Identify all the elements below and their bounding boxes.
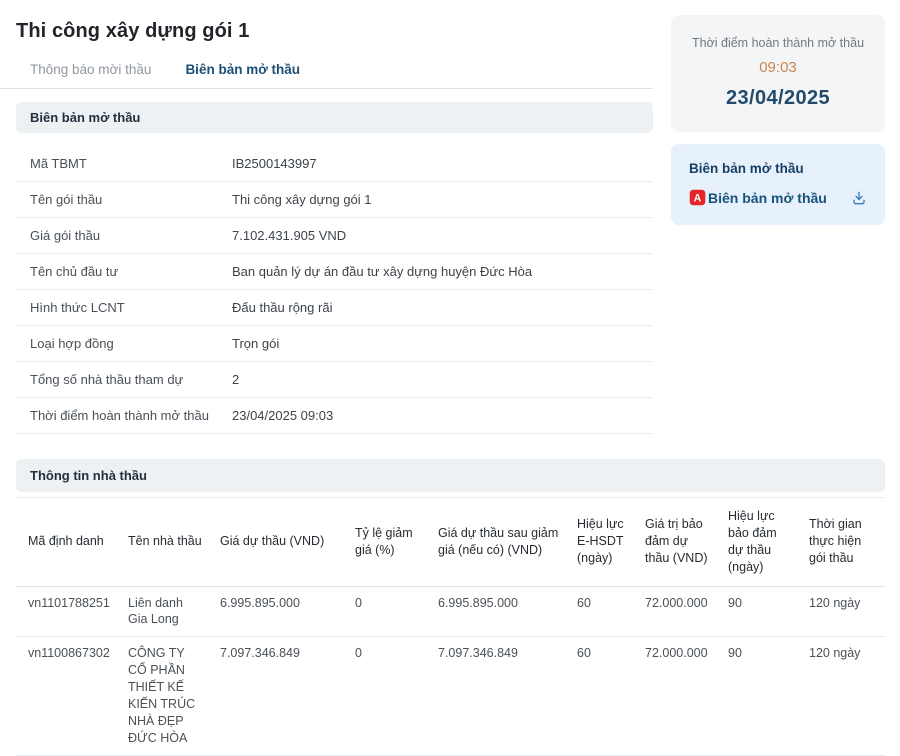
bid-record-section-title: Biên bản mở thầu (30, 110, 140, 125)
page-title: Thi công xây dựng gói 1 (16, 20, 653, 43)
detail-value: 23/04/2025 09:03 (232, 408, 653, 423)
col-header-gia-tri-bao-dam: Giá trị bảo đảm dự thầu (VND) (633, 498, 716, 587)
cell-guarantee-value: 72.000.000 (633, 586, 716, 637)
document-file-link[interactable]: Biên bản mở thầu (708, 190, 827, 206)
detail-label: Mã TBMT (30, 156, 232, 171)
detail-value: Trọn gói (232, 336, 653, 351)
cell-bid-price: 7.097.346.849 (208, 637, 343, 755)
completion-time-label: Thời điểm hoàn thành mở thầu (679, 36, 877, 50)
detail-row-gia-goi-thau: Giá gói thầu 7.102.431.905 VND (16, 218, 653, 254)
col-header-ten-nha-thau: Tên nhà thầu (116, 498, 208, 587)
detail-value: Đấu thầu rộng rãi (232, 300, 653, 315)
cell-name: CÔNG TY CỔ PHẦN THIẾT KẾ KIẾN TRÚC NHÀ Đ… (116, 637, 208, 755)
bid-record-document-card: Biên bản mở thầu A Biên bản mở thầu (671, 144, 885, 225)
completion-date-value: 23/04/2025 (679, 87, 877, 110)
cell-ehsdt-validity: 60 (565, 637, 633, 755)
cell-id: vn1101788251 (16, 586, 116, 637)
col-header-thoi-gian-thuc-hien: Thời gian thực hiện gói thầu (797, 498, 885, 587)
col-header-hieu-luc-ehsdt: Hiệu lực E-HSDT (ngày) (565, 498, 633, 587)
cell-duration: 120 ngày (797, 586, 885, 637)
cell-duration: 120 ngày (797, 637, 885, 755)
col-header-ma-dinh-danh: Mã định danh (16, 498, 116, 587)
detail-value: Ban quản lý dự án đầu tư xây dựng huyện … (232, 264, 653, 279)
contractors-section-header: Thông tin nhà thầu (16, 459, 885, 492)
cell-id: vn1100867302 (16, 637, 116, 755)
detail-value: Thi công xây dựng gói 1 (232, 192, 653, 207)
cell-guarantee-value: 72.000.000 (633, 637, 716, 755)
right-sidebar: Thời điểm hoàn thành mở thầu 09:03 23/04… (671, 15, 885, 225)
cell-price-after-discount: 6.995.895.000 (426, 586, 565, 637)
detail-label: Loại hợp đồng (30, 336, 232, 351)
contractor-row-1: vn1101788251 Liên danh Gia Long 6.995.89… (16, 586, 885, 637)
col-header-gia-du-thau: Giá dự thầu (VND) (208, 498, 343, 587)
detail-label: Tên chủ đầu tư (30, 264, 232, 279)
cell-name: Liên danh Gia Long (116, 586, 208, 637)
contractors-header-row: Mã định danh Tên nhà thầu Giá dự thầu (V… (16, 498, 885, 587)
tab-bar: Thông báo mời thầu Biên bản mở thầu (0, 62, 653, 89)
detail-label: Giá gói thầu (30, 228, 232, 243)
col-header-ty-le-giam-gia: Tỷ lệ giảm giá (%) (343, 498, 426, 587)
detail-value: IB2500143997 (232, 156, 653, 171)
cell-guarantee-validity: 90 (716, 637, 797, 755)
tab-bien-ban-mo-thau[interactable]: Biên bản mở thầu (185, 62, 300, 77)
contractors-table: Mã định danh Tên nhà thầu Giá dự thầu (V… (16, 497, 885, 756)
pdf-icon: A (689, 189, 706, 206)
detail-row-hinh-thuc-lcnt: Hình thức LCNT Đấu thầu rộng rãi (16, 290, 653, 326)
detail-value: 7.102.431.905 VND (232, 228, 653, 243)
cell-price-after-discount: 7.097.346.849 (426, 637, 565, 755)
detail-row-thoi-diem-mo-thau: Thời điểm hoàn thành mở thầu 23/04/2025 … (16, 398, 653, 434)
cell-discount: 0 (343, 586, 426, 637)
completion-time-card: Thời điểm hoàn thành mở thầu 09:03 23/04… (671, 15, 885, 132)
document-download-row[interactable]: A Biên bản mở thầu (689, 189, 867, 206)
cell-discount: 0 (343, 637, 426, 755)
bid-record-section-header: Biên bản mở thầu (16, 102, 653, 133)
detail-label: Thời điểm hoàn thành mở thầu (30, 408, 232, 423)
download-icon[interactable] (851, 190, 867, 206)
svg-text:A: A (694, 192, 702, 204)
detail-label: Tên gói thầu (30, 192, 232, 207)
detail-row-ma-tbmt: Mã TBMT IB2500143997 (16, 146, 653, 182)
col-header-hieu-luc-bao-dam: Hiệu lực bảo đảm dự thầu (ngày) (716, 498, 797, 587)
cell-guarantee-validity: 90 (716, 586, 797, 637)
detail-value: 2 (232, 372, 653, 387)
tab-thong-bao-moi-thau[interactable]: Thông báo mời thầu (30, 62, 151, 77)
completion-time-value: 09:03 (679, 59, 877, 76)
bid-record-details: Mã TBMT IB2500143997 Tên gói thầu Thi cô… (16, 146, 653, 434)
detail-row-tong-so-nha-thau: Tổng số nhà thầu tham dự 2 (16, 362, 653, 398)
contractors-section-title: Thông tin nhà thầu (30, 468, 147, 483)
detail-label: Tổng số nhà thầu tham dự (30, 372, 232, 387)
document-card-title: Biên bản mở thầu (689, 161, 867, 176)
detail-label: Hình thức LCNT (30, 300, 232, 315)
cell-ehsdt-validity: 60 (565, 586, 633, 637)
contractor-row-2: vn1100867302 CÔNG TY CỔ PHẦN THIẾT KẾ KI… (16, 637, 885, 755)
detail-row-ten-goi-thau: Tên gói thầu Thi công xây dựng gói 1 (16, 182, 653, 218)
main-column: Thi công xây dựng gói 1 Thông báo mời th… (0, 0, 653, 434)
detail-row-loai-hop-dong: Loại hợp đồng Trọn gói (16, 326, 653, 362)
col-header-gia-sau-giam-gia: Giá dự thầu sau giảm giá (nếu có) (VND) (426, 498, 565, 587)
cell-bid-price: 6.995.895.000 (208, 586, 343, 637)
detail-row-ten-chu-dau-tu: Tên chủ đầu tư Ban quản lý dự án đầu tư … (16, 254, 653, 290)
